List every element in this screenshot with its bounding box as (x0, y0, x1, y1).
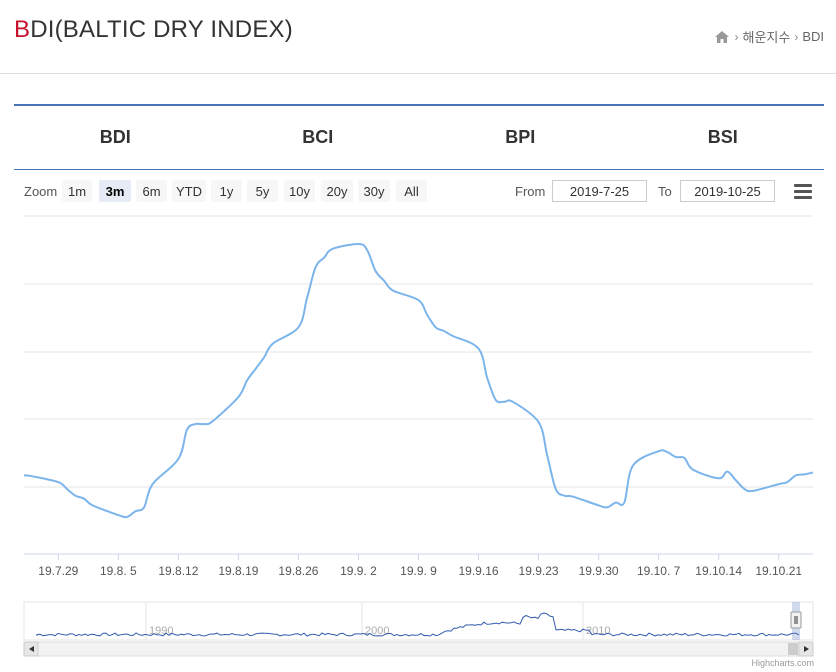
highcharts-credit[interactable]: Highcharts.com (751, 658, 814, 668)
tab-bci[interactable]: BCI (302, 127, 334, 147)
x-tick-label: 19.10.21 (755, 564, 802, 578)
to-date-input[interactable]: 2019-10-25 (680, 180, 775, 202)
page-title: BDI(BALTIC DRY INDEX) (14, 16, 293, 44)
from-label: From (515, 184, 546, 199)
title-text: DI(BALTIC DRY INDEX) (30, 16, 293, 43)
navigator-area (23, 601, 814, 641)
x-tick-label: 19.8.19 (218, 564, 258, 578)
scroll-left-arrow-icon (29, 646, 34, 652)
x-tick-label: 19.10. 7 (637, 564, 681, 578)
navigator-tick-label: 2000 (365, 625, 389, 637)
x-tick-label: 19.10.14 (695, 564, 742, 578)
x-tick-label: 19.8.12 (158, 564, 198, 578)
from-date-input[interactable]: 2019-7-25 (552, 180, 647, 202)
page-header: BDI(BALTIC DRY INDEX) › 해운지수 › BDI (0, 0, 836, 74)
zoom-button-1y[interactable]: 1y (211, 180, 242, 202)
tab-bsi[interactable]: BSI (707, 127, 738, 147)
x-tick-label: 19.9. 2 (340, 564, 377, 578)
home-icon[interactable] (714, 30, 730, 44)
scrollbar-thumb (788, 643, 798, 655)
hamburger-menu-icon[interactable] (794, 184, 812, 199)
zoom-button-30y[interactable]: 30y (358, 180, 390, 202)
breadcrumb: › 해운지수 › BDI (714, 27, 824, 46)
scroll-right-arrow-icon (804, 646, 809, 652)
zoom-label: Zoom (24, 184, 58, 199)
navigator-series-line (36, 612, 800, 637)
index-tabs: BDI BCI BPI BSI (14, 104, 824, 170)
range-selector: Zoom 1m 3m 6m YTD 1y 5y 10y 20y 30y All … (14, 178, 824, 204)
zoom-button-20y[interactable]: 20y (321, 180, 353, 202)
zoom-button-all[interactable]: All (396, 180, 427, 202)
tab-bdi[interactable]: BDI (99, 127, 131, 147)
zoom-button-3m[interactable]: 3m (99, 180, 131, 202)
tab-bpi[interactable]: BPI (505, 127, 536, 147)
zoom-button-5y[interactable]: 5y (247, 180, 278, 202)
x-tick-label: 19.8. 5 (100, 564, 137, 578)
chevron-right-icon: › (794, 29, 799, 44)
title-accent-letter: B (14, 16, 31, 43)
scrollbar-track (23, 641, 814, 657)
chevron-right-icon: › (734, 29, 739, 44)
navigator-handle (790, 611, 802, 629)
zoom-button-ytd[interactable]: YTD (172, 180, 206, 202)
to-label: To (658, 184, 672, 199)
zoom-button-1m[interactable]: 1m (62, 180, 92, 202)
x-tick-label: 19.9. 9 (400, 564, 437, 578)
x-tick-label: 19.9.30 (579, 564, 619, 578)
zoom-button-10y[interactable]: 10y (284, 180, 315, 202)
bdi-chart: 19.7.29 19.8. 5 19.8.12 19.8.19 19.8.26 19.9.… (23, 215, 814, 657)
x-tick-label: 19.9.23 (519, 564, 559, 578)
breadcrumb-current[interactable]: BDI (802, 29, 824, 44)
x-tick-label: 19.8.26 (278, 564, 318, 578)
bdi-series-line (23, 242, 814, 519)
x-tick-label: 19.9.16 (459, 564, 499, 578)
x-tick-label: 19.7.29 (38, 564, 78, 578)
breadcrumb-section[interactable]: 해운지수 (742, 30, 791, 45)
zoom-button-6m[interactable]: 6m (136, 180, 167, 202)
